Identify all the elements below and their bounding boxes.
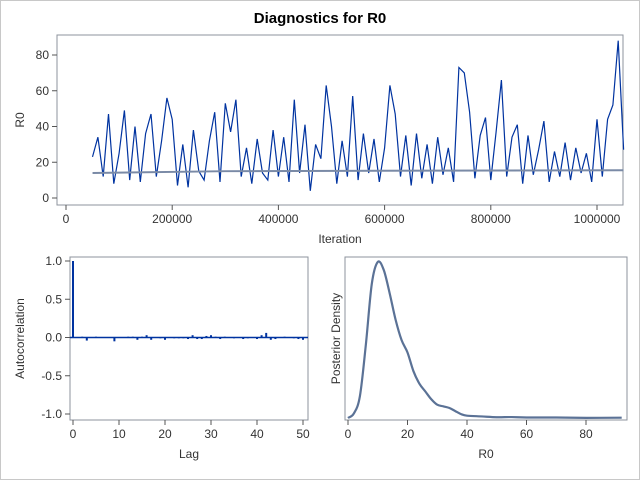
trace-x-tick-label: 0 xyxy=(63,212,70,226)
autocorrelation-bar xyxy=(269,337,272,340)
autocorrelation-x-tick-label: 20 xyxy=(158,427,172,441)
autocorrelation-bar xyxy=(154,337,157,338)
autocorrelation-bar xyxy=(279,337,281,338)
density-y-axis-label: Posterior Density xyxy=(329,293,343,384)
autocorrelation-x-tick-label: 10 xyxy=(112,427,126,441)
autocorrelation-y-tick-label: -0.5 xyxy=(41,369,62,383)
density-plot-frame xyxy=(344,256,628,421)
autocorrelation-bar xyxy=(288,337,291,338)
autocorrelation-bar xyxy=(168,337,171,338)
autocorrelation-bar xyxy=(150,337,153,340)
autocorrelation-plot-frame xyxy=(69,256,309,421)
autocorrelation-bar xyxy=(205,335,208,338)
trace-x-tick-label: 800000 xyxy=(471,212,511,226)
trace-y-tick-label: 20 xyxy=(36,155,50,169)
trace-x-tick-label: 200000 xyxy=(152,212,192,226)
autocorrelation-x-tick-label: 30 xyxy=(204,427,218,441)
autocorrelation-bar xyxy=(200,337,203,340)
autocorrelation-bar xyxy=(191,335,194,338)
trace-y-tick-label: 60 xyxy=(36,84,50,98)
trace-y-tick-label: 40 xyxy=(36,120,50,134)
autocorrelation-bar xyxy=(145,335,148,338)
density-x-tick-label: 0 xyxy=(345,427,352,441)
autocorrelation-bar xyxy=(242,337,245,340)
autocorrelation-bar xyxy=(256,337,258,340)
autocorrelation-bar xyxy=(297,337,300,340)
trace-x-tick-label: 400000 xyxy=(258,212,298,226)
autocorrelation-x-tick-label: 50 xyxy=(296,427,310,441)
autocorrelation-bar xyxy=(302,337,304,340)
autocorrelation-bar xyxy=(210,335,212,338)
autocorrelation-bar xyxy=(219,337,222,340)
autocorrelation-bar xyxy=(99,337,102,338)
autocorrelation-bar xyxy=(173,337,176,339)
density-x-tick-label: 60 xyxy=(520,427,534,441)
autocorrelation-bar xyxy=(159,337,162,339)
autocorrelation-bar xyxy=(233,337,235,339)
autocorrelation-x-tick-label: 0 xyxy=(70,427,77,441)
autocorrelation-bar xyxy=(136,337,139,340)
trace-y-tick-label: 0 xyxy=(42,191,49,205)
autocorrelation-bar xyxy=(177,337,180,339)
trace-mean-line xyxy=(92,169,624,174)
density-x-tick-label: 80 xyxy=(579,427,593,441)
autocorrelation-bar xyxy=(187,337,189,340)
autocorrelation-bar xyxy=(72,261,74,338)
density-x-tick-label: 40 xyxy=(460,427,474,441)
autocorrelation-bar xyxy=(141,336,143,338)
autocorrelation-bar xyxy=(113,337,116,342)
density-curve xyxy=(347,260,622,419)
autocorrelation-bar xyxy=(90,337,93,338)
autocorrelation-bar xyxy=(196,337,199,340)
density-x-tick-label: 20 xyxy=(401,427,415,441)
autocorrelation-bar xyxy=(228,337,231,338)
autocorrelation-bar xyxy=(108,337,111,338)
autocorrelation-bar xyxy=(118,337,120,338)
density-x-axis-label: R0 xyxy=(478,447,494,461)
autocorrelation-bar xyxy=(214,336,217,338)
autocorrelation-bar xyxy=(122,337,125,338)
autocorrelation-bar xyxy=(251,337,254,338)
autocorrelation-bar xyxy=(131,336,134,338)
autocorrelation-bar xyxy=(223,336,226,338)
autocorrelation-bar xyxy=(85,337,88,341)
autocorrelation-bar xyxy=(127,336,130,338)
autocorrelation-bar xyxy=(182,337,185,339)
autocorrelation-x-tick-label: 40 xyxy=(250,427,264,441)
trace-x-tick-label: 1000000 xyxy=(574,212,621,226)
autocorrelation-y-axis-label: Autocorrelation xyxy=(13,298,27,379)
trace-line xyxy=(91,40,625,191)
autocorrelation-bar xyxy=(237,337,240,338)
autocorrelation-bar xyxy=(95,336,97,338)
autocorrelation-bar xyxy=(283,336,286,338)
autocorrelation-bar xyxy=(260,335,263,338)
autocorrelation-bar xyxy=(265,332,268,338)
trace-y-axis-label: R0 xyxy=(13,112,27,128)
autocorrelation-bar xyxy=(104,337,107,338)
trace-plot-frame xyxy=(56,34,624,206)
autocorrelation-y-tick-label: 1.0 xyxy=(45,254,62,268)
autocorrelation-y-tick-label: 0.0 xyxy=(45,331,62,345)
autocorrelation-bar xyxy=(246,337,249,339)
trace-x-axis-label: Iteration xyxy=(318,232,361,246)
autocorrelation-bar xyxy=(164,337,166,340)
autocorrelation-bar xyxy=(274,337,277,340)
chart-title: Diagnostics for R0 xyxy=(253,10,387,27)
autocorrelation-x-axis-label: Lag xyxy=(179,447,199,461)
autocorrelation-bar xyxy=(76,337,79,338)
autocorrelation-bar xyxy=(81,336,84,338)
autocorrelation-y-tick-label: 0.5 xyxy=(45,292,62,306)
autocorrelation-y-tick-label: -1.0 xyxy=(41,407,62,421)
trace-y-tick-label: 80 xyxy=(36,48,50,62)
autocorrelation-bar xyxy=(292,337,295,339)
trace-x-tick-label: 600000 xyxy=(365,212,405,226)
